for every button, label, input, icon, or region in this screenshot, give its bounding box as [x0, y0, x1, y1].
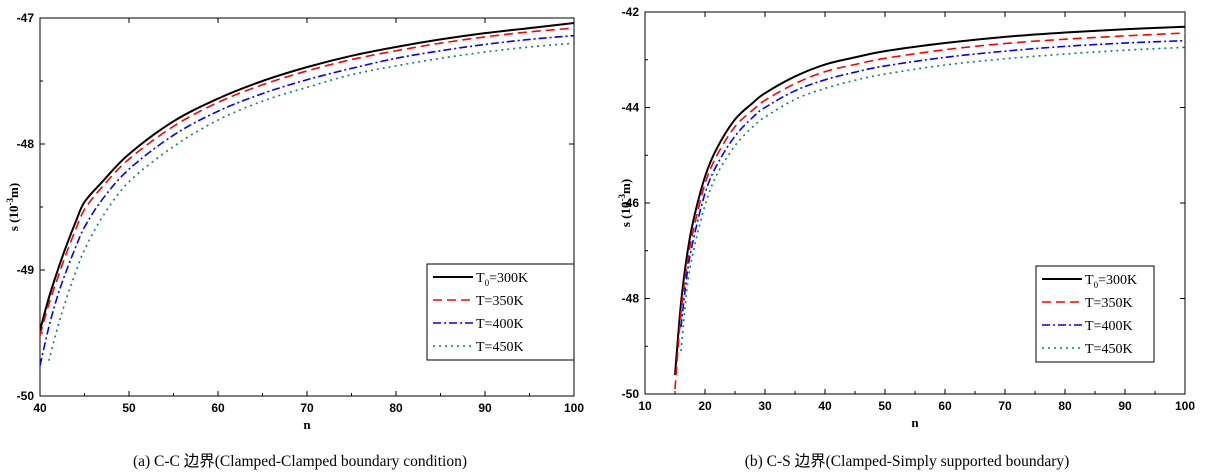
chart-a-series-line-1 [40, 27, 574, 336]
chart-b-x-tick-label: 20 [698, 399, 712, 413]
chart-b-y-tick-label: -48 [622, 292, 640, 306]
chart-b-x-tick-label: 60 [938, 399, 952, 413]
chart-b-series-line-2 [680, 39, 1185, 328]
chart-a-y-tick-label: -50 [17, 389, 35, 403]
caption-b: (b) C-S 边界(Clamped-Simply supported boun… [744, 453, 1070, 470]
chart-a-x-tick-label: 40 [33, 401, 47, 415]
chart-a-group: 40 50 60 70 80 90 100 -50 -49 -48 -47 n s (10-3m) T0=… [5, 11, 584, 432]
chart-a-series-line-3 [48, 42, 574, 361]
chart-b-x-tick-label: 90 [1118, 399, 1132, 413]
chart-b-y-tick-label: -42 [622, 5, 640, 19]
chart-b-y-tick-label: -46 [622, 196, 640, 210]
chart-a-series-line-2 [40, 34, 574, 366]
chart-b-legend-label-2: T=400K [1085, 319, 1133, 334]
chart-a-x-tick-label: 100 [564, 401, 584, 415]
chart-b-group: 10 20 30 40 50 60 70 80 90 100 -50 -48 -46 -44 -42 n s (… [617, 5, 1195, 430]
chart-a-x-tick-label: 60 [211, 401, 225, 415]
caption-a: (a) C-C 边界(Clamped-Clamped boundary cond… [132, 453, 468, 470]
chart-a-x-tick-label: 80 [389, 401, 403, 415]
chart-b-x-axis-label: n [911, 415, 919, 430]
chart-b-series-line-0 [674, 25, 1185, 375]
chart-b-x-tick-label: 70 [998, 399, 1012, 413]
chart-a-legend-label-0: T0=300K [476, 271, 528, 288]
chart-a-series-line-0 [40, 22, 574, 331]
chart-b-legend-box [1035, 265, 1155, 363]
chart-a-x-axis-label: n [303, 417, 311, 432]
chart-a-y-tick-label: -48 [17, 137, 35, 151]
chart-b-x-tick-label: 100 [1175, 399, 1195, 413]
chart-b-x-tick-label: 80 [1058, 399, 1072, 413]
chart-b-x-tick-label: 10 [638, 399, 652, 413]
chart-b-legend-label-0: T0=300K [1085, 273, 1137, 290]
chart-a-y-tick-label: -49 [17, 263, 35, 277]
chart-b-y-axis-label: s (10-3m) [617, 179, 633, 227]
chart-b-series-line-1 [674, 32, 1185, 390]
chart-b-legend-label-3: T=450K [1085, 342, 1133, 357]
chart-a-legend-label-3: T=450K [476, 340, 524, 355]
chart-b-x-tick-label: 30 [758, 399, 772, 413]
chart-b-legend-label-1: T=350K [1085, 296, 1133, 311]
chart-a-x-tick-label: 90 [478, 401, 492, 415]
chart-b-x-tick-label: 40 [818, 399, 832, 413]
chart-b-x-tick-label: 50 [878, 399, 892, 413]
chart-a-y-tick-label: -47 [17, 11, 35, 25]
chart-a-x-tick-label: 50 [122, 401, 136, 415]
chart-a-legend-box [426, 263, 575, 361]
chart-a-legend-label-2: T=400K [476, 317, 524, 332]
chart-a-y-axis-label: s (10-3m) [5, 183, 21, 231]
chart-a-x-tick-label: 70 [300, 401, 314, 415]
chart-b-y-tick-label: -50 [622, 387, 640, 401]
chart-b-y-tick-label: -44 [622, 101, 640, 115]
chart-b-series-line-3 [680, 46, 1185, 352]
chart-a-legend-label-1: T=350K [476, 294, 524, 309]
